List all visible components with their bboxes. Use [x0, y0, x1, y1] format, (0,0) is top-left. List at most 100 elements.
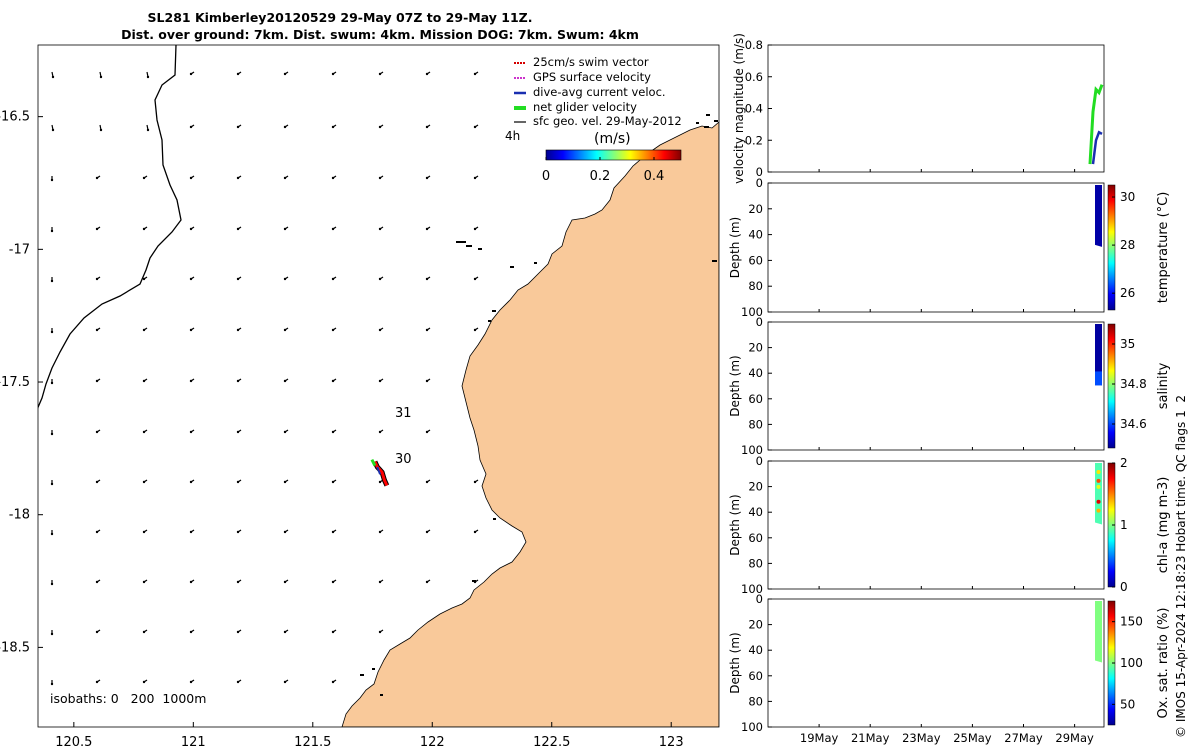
panel-ytick-label: 100: [741, 305, 763, 319]
current-arrow: [95, 429, 101, 434]
current-arrow: [283, 579, 289, 584]
current-arrow: [142, 479, 148, 484]
profile-data-patch: [1095, 324, 1102, 386]
chart-title-line1: SL281 Kimberley20120529 29-May 07Z to 29…: [147, 10, 533, 25]
legend-current-label: dive-avg current veloc.: [533, 85, 666, 99]
panel-5: 0 20 40 60 80 100 Depth (m) 19May 21May 23May 25Ma…: [728, 592, 1171, 745]
panel-xtick-label: 21May: [851, 731, 890, 745]
legend-swim-label: 25cm/s swim vector: [533, 55, 649, 69]
current-arrow: [331, 378, 337, 383]
current-arrow: [331, 429, 337, 434]
panel-ytick-label: 0.8: [745, 38, 763, 52]
panel-frame: [767, 460, 1105, 590]
current-arrow: [236, 226, 242, 231]
chl-hotspot: [1096, 499, 1101, 504]
panel-ytick-label: 0.4: [745, 102, 763, 116]
panel-colorbar-tick-label: 34.8: [1120, 377, 1147, 391]
panel-ytick-label: 40: [748, 228, 763, 242]
track-line: [373, 461, 389, 487]
current-arrow: [189, 276, 195, 281]
panel-2: 0 20 40 60 80 100 Depth (m) 26 28 30 temperature (…: [728, 176, 1171, 319]
current-arrow: [50, 480, 54, 486]
current-arrow: [50, 430, 54, 436]
current-arrow: [142, 327, 148, 332]
panel-ylabel: Depth (m): [728, 494, 742, 555]
current-arrow: [378, 175, 384, 180]
map-frame: [37, 44, 720, 728]
current-arrow: [425, 529, 431, 534]
current-arrow: [331, 124, 337, 129]
panel-ytick-label: 0: [756, 315, 763, 329]
panel-colorbar-label: Ox. sat. ratio (%): [1156, 608, 1171, 719]
land-mass: [341, 121, 719, 727]
panel-colorbar-tick-label: 50: [1120, 697, 1135, 711]
panel-ytick-label: 100: [741, 720, 763, 734]
map-panel: 120.5 121 121.5 122 122.5 123 -16.5 -17 -17.5 -18…: [0, 44, 720, 750]
current-arrow: [331, 479, 337, 484]
panel-colorbar-bar: [1107, 184, 1116, 311]
panel-colorbar-tick-label: 34.6: [1120, 417, 1147, 431]
current-arrow: [283, 226, 289, 231]
current-arrow: [189, 327, 195, 332]
current-arrow: [50, 680, 54, 686]
current-arrow: [142, 175, 148, 180]
panel-ytick-label: 60: [748, 531, 763, 545]
panel-4: 0 20 40 60 80 100 Depth (m) 0 1 2 chl-a (mg m-3): [728, 454, 1171, 596]
panel-ytick-label: 20: [748, 202, 763, 216]
colorbar-label: (m/s): [594, 131, 631, 147]
map-xtick-label: 122.5: [533, 735, 570, 750]
current-arrow: [142, 429, 148, 434]
panel-colorbar-tick-label: 2: [1120, 456, 1128, 470]
track-current-velocity: [376, 466, 382, 475]
current-arrow: [283, 276, 289, 281]
panel-ytick-label: 0: [756, 454, 763, 468]
current-arrow: [189, 479, 195, 484]
panel-frame: [767, 44, 1105, 173]
velocity-series-line: [1091, 130, 1103, 165]
current-arrow: [50, 379, 54, 385]
legend-net-label: net glider velocity: [533, 100, 637, 114]
current-arrow: [378, 276, 384, 281]
current-arrow: [378, 429, 384, 434]
panel-ytick-label: 20: [748, 618, 763, 632]
velocity-series-line: [1088, 84, 1104, 165]
glider-track: [370, 458, 390, 487]
panel-ytick-label: 20: [748, 341, 763, 355]
panel-colorbar-tick-label: 30: [1120, 190, 1135, 204]
panel-colorbar-label: salinity: [1156, 362, 1171, 409]
panel-ylabel: Depth (m): [728, 632, 742, 693]
panel-colorbar: 26 28 30 temperature (°C): [1107, 184, 1171, 311]
current-arrow: [146, 124, 150, 132]
colorbar-tick-label: 0.2: [590, 169, 611, 184]
legend-geo-label: sfc geo. vel. 29-May-2012: [533, 114, 682, 128]
panel-ytick-label: 80: [748, 417, 763, 431]
current-arrow: [99, 71, 103, 79]
legend-gps-label: GPS surface velocity: [533, 70, 651, 84]
panel-colorbar-tick-label: 150: [1120, 615, 1143, 629]
current-arrow: [425, 429, 431, 434]
panel-colorbar: 0 1 2 chl-a (mg m-3): [1107, 456, 1171, 594]
current-arrow: [95, 175, 101, 180]
current-arrow: [51, 71, 55, 79]
current-arrow: [189, 629, 195, 634]
current-arrow: [331, 679, 337, 684]
colorbar-tick-label: 0: [542, 169, 550, 184]
current-arrow: [473, 327, 479, 332]
panel-colorbar-bar: [1107, 323, 1116, 449]
current-arrow: [425, 175, 431, 180]
current-arrow: [50, 227, 54, 233]
current-arrow: [189, 226, 195, 231]
panel-colorbar-tick-label: 100: [1120, 656, 1143, 670]
credit-text: © IMOS 15-Apr-2024 12:18:23 Hobart time.…: [1174, 395, 1188, 738]
panel-frame: [767, 598, 1105, 728]
panel-ytick-label: 100: [741, 582, 763, 596]
panel-frame: [767, 182, 1105, 313]
current-arrow: [425, 226, 431, 231]
map-xtick-label: 121: [181, 735, 206, 750]
current-arrow: [50, 277, 54, 283]
current-arrow: [425, 378, 431, 383]
current-arrow: [473, 175, 479, 180]
panel-3: 0 20 40 60 80 100 Depth (m) 34.6 34.8 35 salinity: [728, 315, 1171, 457]
track-net-velocity: [370, 458, 377, 467]
current-arrow: [331, 529, 337, 534]
